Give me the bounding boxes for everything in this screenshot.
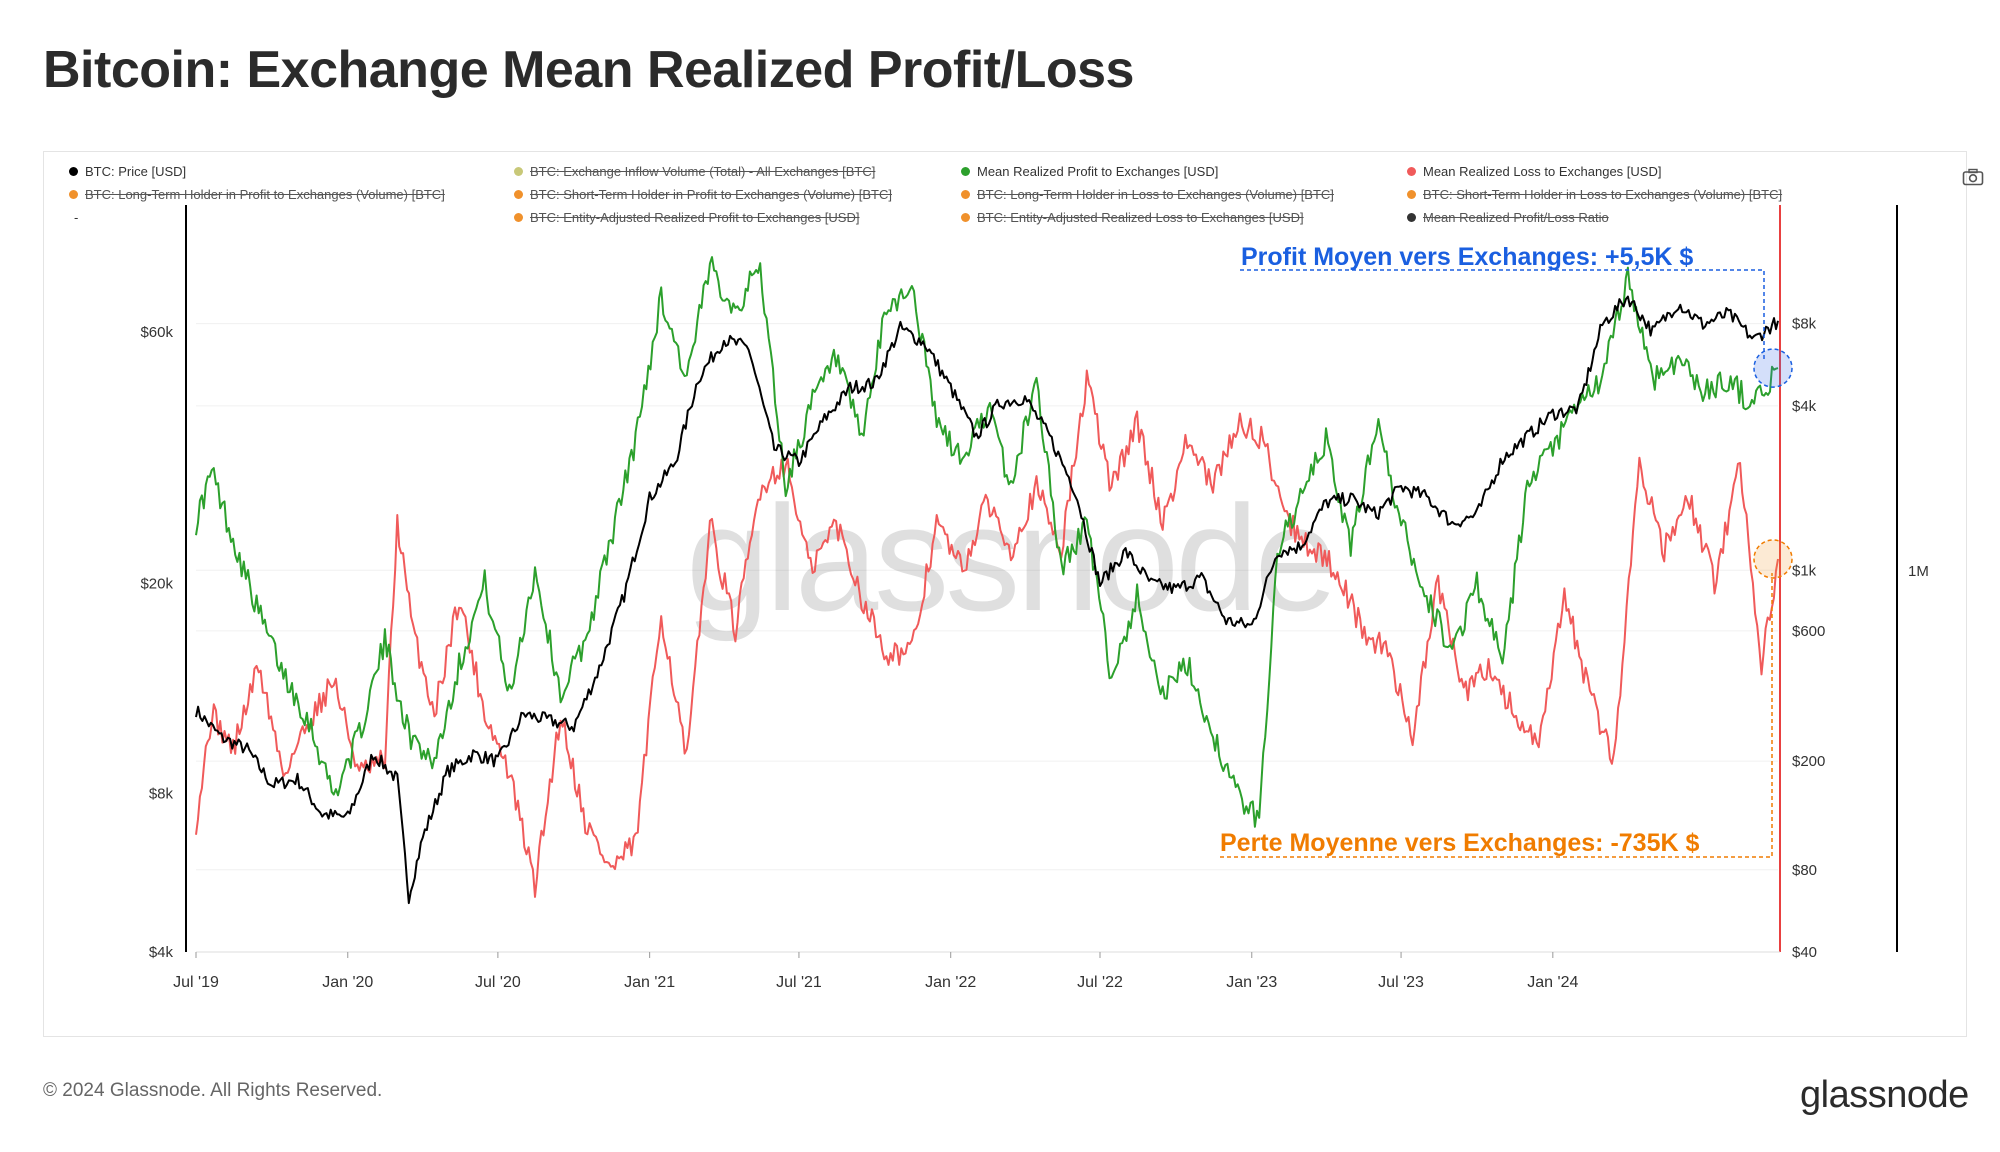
legend-item[interactable]: - <box>74 210 78 225</box>
legend-dot-icon <box>514 190 523 199</box>
legend-dot-icon <box>961 167 970 176</box>
legend-label: BTC: Exchange Inflow Volume (Total) - Al… <box>530 164 876 179</box>
legend-label: BTC: Short-Term Holder in Profit to Exch… <box>530 187 892 202</box>
copyright: © 2024 Glassnode. All Rights Reserved. <box>43 1080 383 1101</box>
legend-item[interactable]: BTC: Short-Term Holder in Loss to Exchan… <box>1407 187 1782 202</box>
legend-label: BTC: Price [USD] <box>85 164 187 179</box>
legend-label: Mean Realized Profit/Loss Ratio <box>1423 210 1609 225</box>
legend-dot-icon <box>1407 190 1416 199</box>
legend-item[interactable]: BTC: Entity-Adjusted Realized Loss to Ex… <box>961 210 1304 225</box>
legend-item[interactable]: Mean Realized Loss to Exchanges [USD] <box>1407 164 1661 179</box>
legend-dot-icon <box>514 213 523 222</box>
legend-label: BTC: Entity-Adjusted Realized Loss to Ex… <box>977 210 1304 225</box>
legend-label: Mean Realized Profit to Exchanges [USD] <box>977 164 1219 179</box>
legend-dot-icon <box>69 190 78 199</box>
legend-dot-icon <box>1407 167 1416 176</box>
page-title: Bitcoin: Exchange Mean Realized Profit/L… <box>43 41 1134 99</box>
legend-label: BTC: Long-Term Holder in Loss to Exchang… <box>977 187 1334 202</box>
legend-item[interactable]: Mean Realized Profit/Loss Ratio <box>1407 210 1609 225</box>
legend-dot-icon <box>961 213 970 222</box>
legend-dot-icon <box>514 167 523 176</box>
legend-item[interactable]: Mean Realized Profit to Exchanges [USD] <box>961 164 1218 179</box>
legend-item[interactable]: BTC: Entity-Adjusted Realized Profit to … <box>514 210 859 225</box>
brand-logo: glassnode <box>1800 1074 1969 1116</box>
legend-label: BTC: Entity-Adjusted Realized Profit to … <box>530 210 860 225</box>
camera-icon[interactable] <box>1962 168 1984 186</box>
legend-dot-icon <box>1407 213 1416 222</box>
legend-item[interactable]: BTC: Long-Term Holder in Profit to Excha… <box>69 187 445 202</box>
legend-item[interactable]: BTC: Short-Term Holder in Profit to Exch… <box>514 187 892 202</box>
chart-panel: BTC: Price [USD] BTC: Exchange Inflow Vol… <box>43 151 1984 1037</box>
legend-label: Mean Realized Loss to Exchanges [USD] <box>1423 164 1662 179</box>
legend-dot-icon <box>961 190 970 199</box>
legend-label: BTC: Short-Term Holder in Loss to Exchan… <box>1423 187 1783 202</box>
legend-item[interactable]: BTC: Long-Term Holder in Loss to Exchang… <box>961 187 1334 202</box>
legend-item[interactable]: BTC: Price [USD] <box>69 164 186 179</box>
legend-label: - <box>74 210 79 225</box>
legend-label: BTC: Long-Term Holder in Profit to Excha… <box>85 187 445 202</box>
legend-item[interactable]: BTC: Exchange Inflow Volume (Total) - Al… <box>514 164 875 179</box>
legend-dot-icon <box>69 167 78 176</box>
